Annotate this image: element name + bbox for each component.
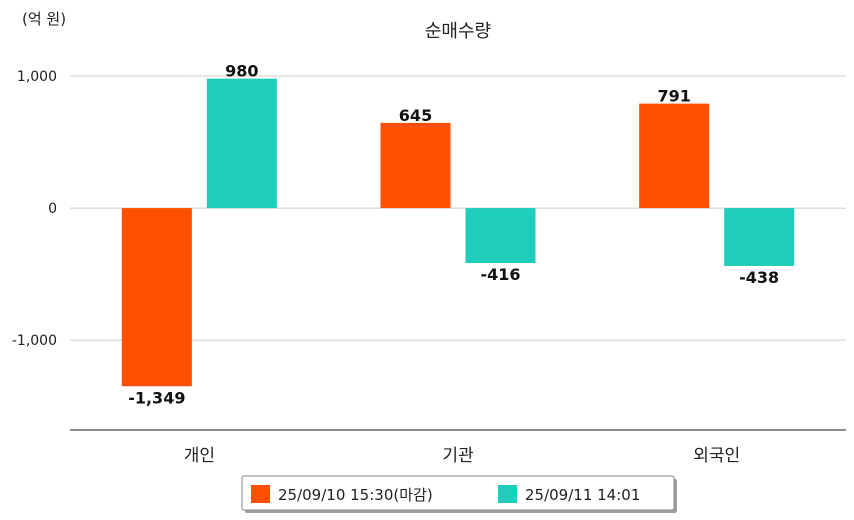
bar	[465, 208, 536, 264]
bar	[121, 208, 192, 387]
x-axis: 개인 기관 외국인	[184, 446, 740, 466]
chart-title: 순매수량	[425, 21, 491, 42]
unit-label: (억 원)	[22, 10, 66, 28]
bar	[380, 122, 451, 209]
y-tick-label: 1,000	[17, 69, 57, 85]
x-tick-label: 기관	[442, 446, 473, 466]
bars	[121, 78, 795, 387]
legend-label-0: 25/09/10 15:30(마감)	[278, 486, 433, 504]
data-label: -1,349	[128, 388, 185, 407]
bar	[639, 103, 710, 209]
data-label: 980	[225, 62, 258, 81]
legend-label-1: 25/09/11 14:01	[525, 486, 640, 504]
y-axis: 1,000 0 -1,000	[12, 69, 57, 349]
y-tick-label: -1,000	[12, 333, 57, 349]
x-tick-label: 개인	[184, 446, 215, 466]
gridlines	[70, 75, 846, 341]
y-tick-label: 0	[48, 201, 57, 217]
bar	[206, 78, 277, 209]
data-labels: -1,349 980 645 -416 791 -438	[128, 62, 779, 408]
legend: 25/09/10 15:30(마감) 25/09/11 14:01	[241, 475, 677, 513]
x-tick-label: 외국인	[693, 446, 740, 466]
legend-swatch-1	[498, 485, 517, 503]
data-label: -416	[480, 265, 520, 284]
legend-box	[241, 475, 675, 511]
data-label: -438	[739, 268, 779, 287]
data-label: 791	[657, 87, 690, 106]
legend-swatch-0	[251, 485, 270, 503]
bar	[724, 208, 795, 266]
data-label: 645	[399, 106, 432, 125]
